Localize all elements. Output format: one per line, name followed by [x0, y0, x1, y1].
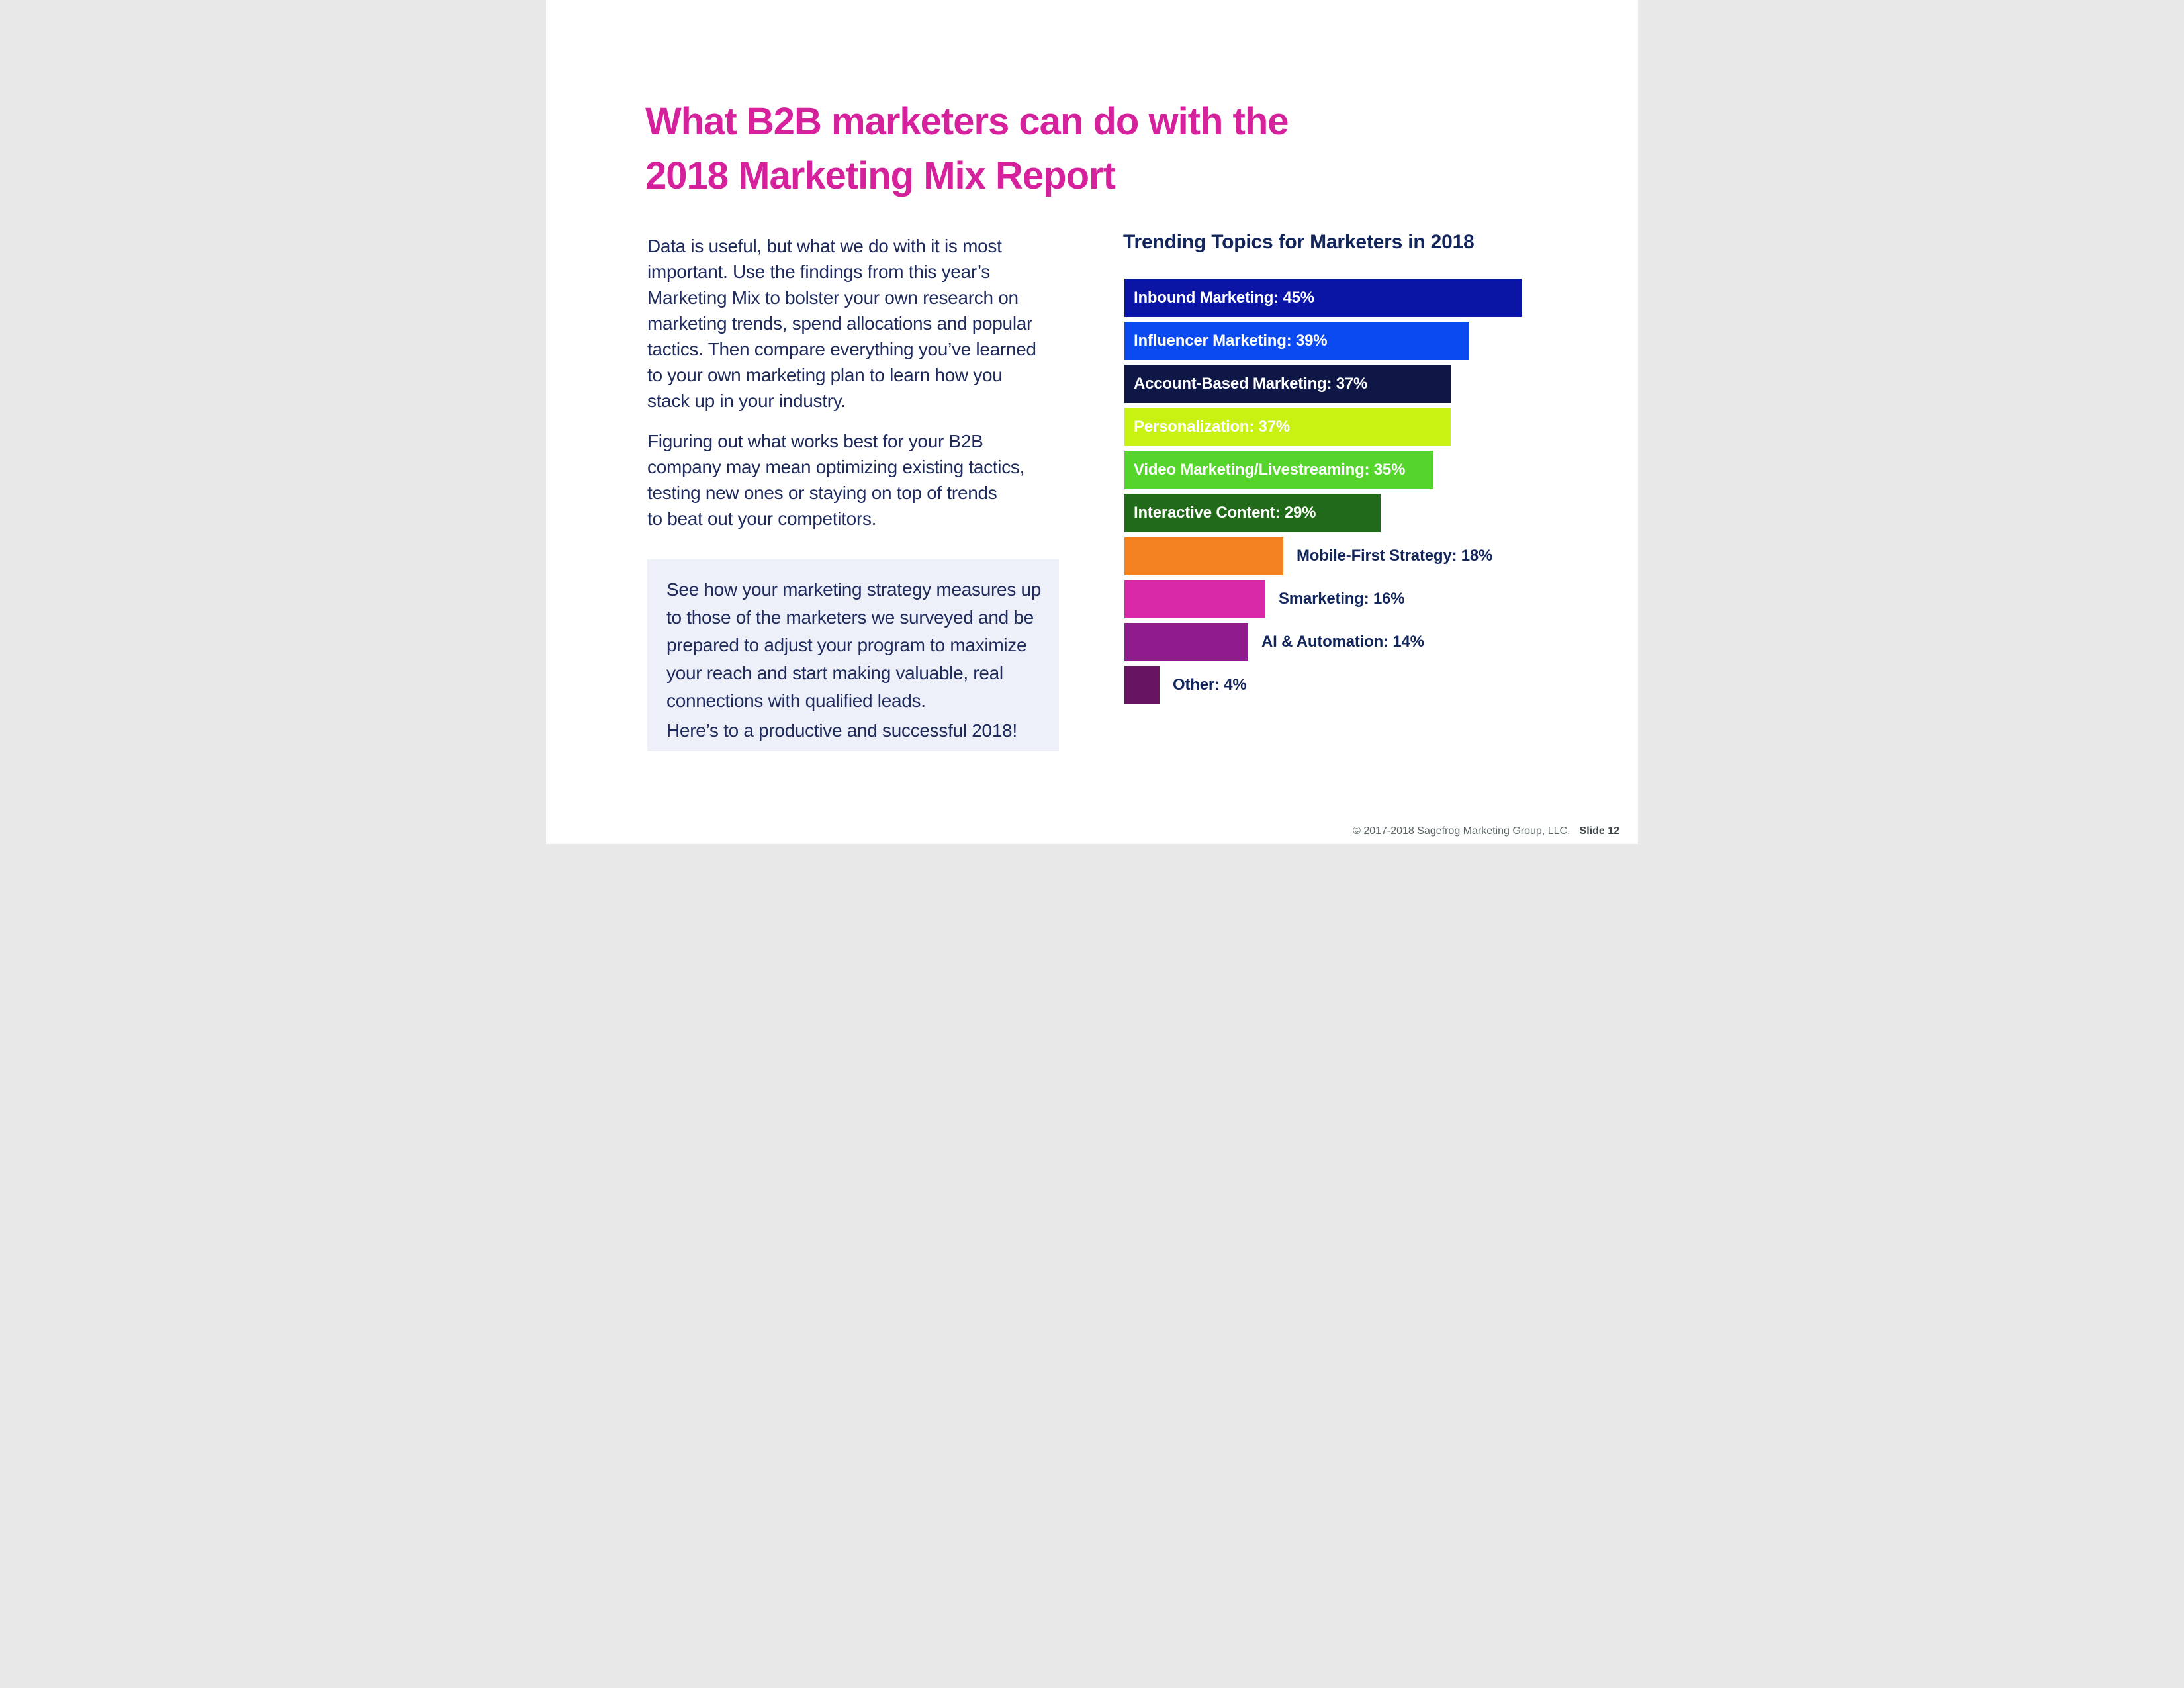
chart-title: Trending Topics for Marketers in 2018 [1123, 231, 1475, 253]
bar-other [1124, 666, 1160, 704]
bar-row: Influencer Marketing: 39% [1124, 322, 1614, 360]
text-line: marketing trends, spend allocations and … [647, 313, 1033, 334]
footer-slide-number: Slide 12 [1579, 825, 1619, 837]
bar-row: AI & Automation: 14% [1124, 623, 1614, 661]
bar-personalization: Personalization: 37% [1124, 408, 1451, 446]
text-line: tactics. Then compare everything you’ve … [647, 339, 1036, 359]
bar-label: Interactive Content: 29% [1134, 504, 1316, 522]
text-line: important. Use the findings from this ye… [647, 261, 990, 282]
text-line: Marketing Mix to bolster your own resear… [647, 287, 1019, 308]
bar-row: Interactive Content: 29% [1124, 494, 1614, 532]
intro-paragraph-1: Data is useful, but what we do with it i… [647, 233, 1097, 414]
callout-body: See how your marketing strategy measures… [666, 576, 1046, 715]
bar-label: Personalization: 37% [1134, 418, 1291, 436]
text-line: prepared to adjust your program to maxim… [666, 635, 1027, 655]
slide-page: What B2B marketers can do with the 2018 … [546, 0, 1638, 844]
page-title-line1: What B2B marketers can do with the [645, 100, 1289, 143]
page-title: What B2B marketers can do with the 2018 … [645, 95, 1289, 203]
bar-row: Inbound Marketing: 45% [1124, 279, 1614, 317]
bar-row: Smarketing: 16% [1124, 580, 1614, 618]
bar-label: Mobile-First Strategy: 18% [1297, 547, 1493, 565]
bar-label: Other: 4% [1173, 676, 1247, 694]
bar-row: Personalization: 37% [1124, 408, 1614, 446]
footer: © 2017-2018 Sagefrog Marketing Group, LL… [1353, 825, 1619, 837]
intro-text: Data is useful, but what we do with it i… [647, 233, 1097, 532]
text-line: connections with qualified leads. [666, 690, 926, 711]
bar-label: Influencer Marketing: 39% [1134, 332, 1328, 350]
callout-closing: Here’s to a productive and successful 20… [666, 720, 1017, 741]
bar-label: Inbound Marketing: 45% [1134, 289, 1314, 306]
footer-copyright: © 2017-2018 Sagefrog Marketing Group, LL… [1353, 825, 1570, 837]
bar-mobile-first-strategy [1124, 537, 1283, 575]
bar-influencer-marketing: Influencer Marketing: 39% [1124, 322, 1469, 360]
bar-account-based-marketing: Account-Based Marketing: 37% [1124, 365, 1451, 403]
bar-smarketing [1124, 580, 1265, 618]
bar-row: Account-Based Marketing: 37% [1124, 365, 1614, 403]
callout-box: See how your marketing strategy measures… [647, 559, 1059, 751]
text-line: your reach and start making valuable, re… [666, 663, 1003, 683]
bar-ai-automation [1124, 623, 1248, 661]
bar-label: Account-Based Marketing: 37% [1134, 375, 1368, 393]
bar-label: Smarketing: 16% [1279, 590, 1405, 608]
bar-row: Mobile-First Strategy: 18% [1124, 537, 1614, 575]
intro-paragraph-2: Figuring out what works best for your B2… [647, 428, 1097, 532]
text-line: See how your marketing strategy measures… [666, 579, 1042, 600]
text-line: to your own marketing plan to learn how … [647, 365, 1003, 385]
bar-label: Video Marketing/Livestreaming: 35% [1134, 461, 1406, 479]
bar-row: Video Marketing/Livestreaming: 35% [1124, 451, 1614, 489]
text-line: Figuring out what works best for your B2… [647, 431, 983, 451]
text-line: stack up in your industry. [647, 391, 846, 411]
text-line: Data is useful, but what we do with it i… [647, 236, 1002, 256]
text-line: to those of the marketers we surveyed an… [666, 607, 1034, 628]
bar-chart: Inbound Marketing: 45% Influencer Marketi… [1124, 279, 1614, 709]
bar-row: Other: 4% [1124, 666, 1614, 704]
text-line: company may mean optimizing existing tac… [647, 457, 1025, 477]
text-line: testing new ones or staying on top of tr… [647, 483, 997, 503]
bar-label: AI & Automation: 14% [1261, 633, 1424, 651]
bar-interactive-content: Interactive Content: 29% [1124, 494, 1381, 532]
text-line: to beat out your competitors. [647, 508, 877, 529]
bar-inbound-marketing: Inbound Marketing: 45% [1124, 279, 1522, 317]
bar-video-marketing-livestreaming: Video Marketing/Livestreaming: 35% [1124, 451, 1433, 489]
page-title-line2: 2018 Marketing Mix Report [645, 154, 1116, 197]
